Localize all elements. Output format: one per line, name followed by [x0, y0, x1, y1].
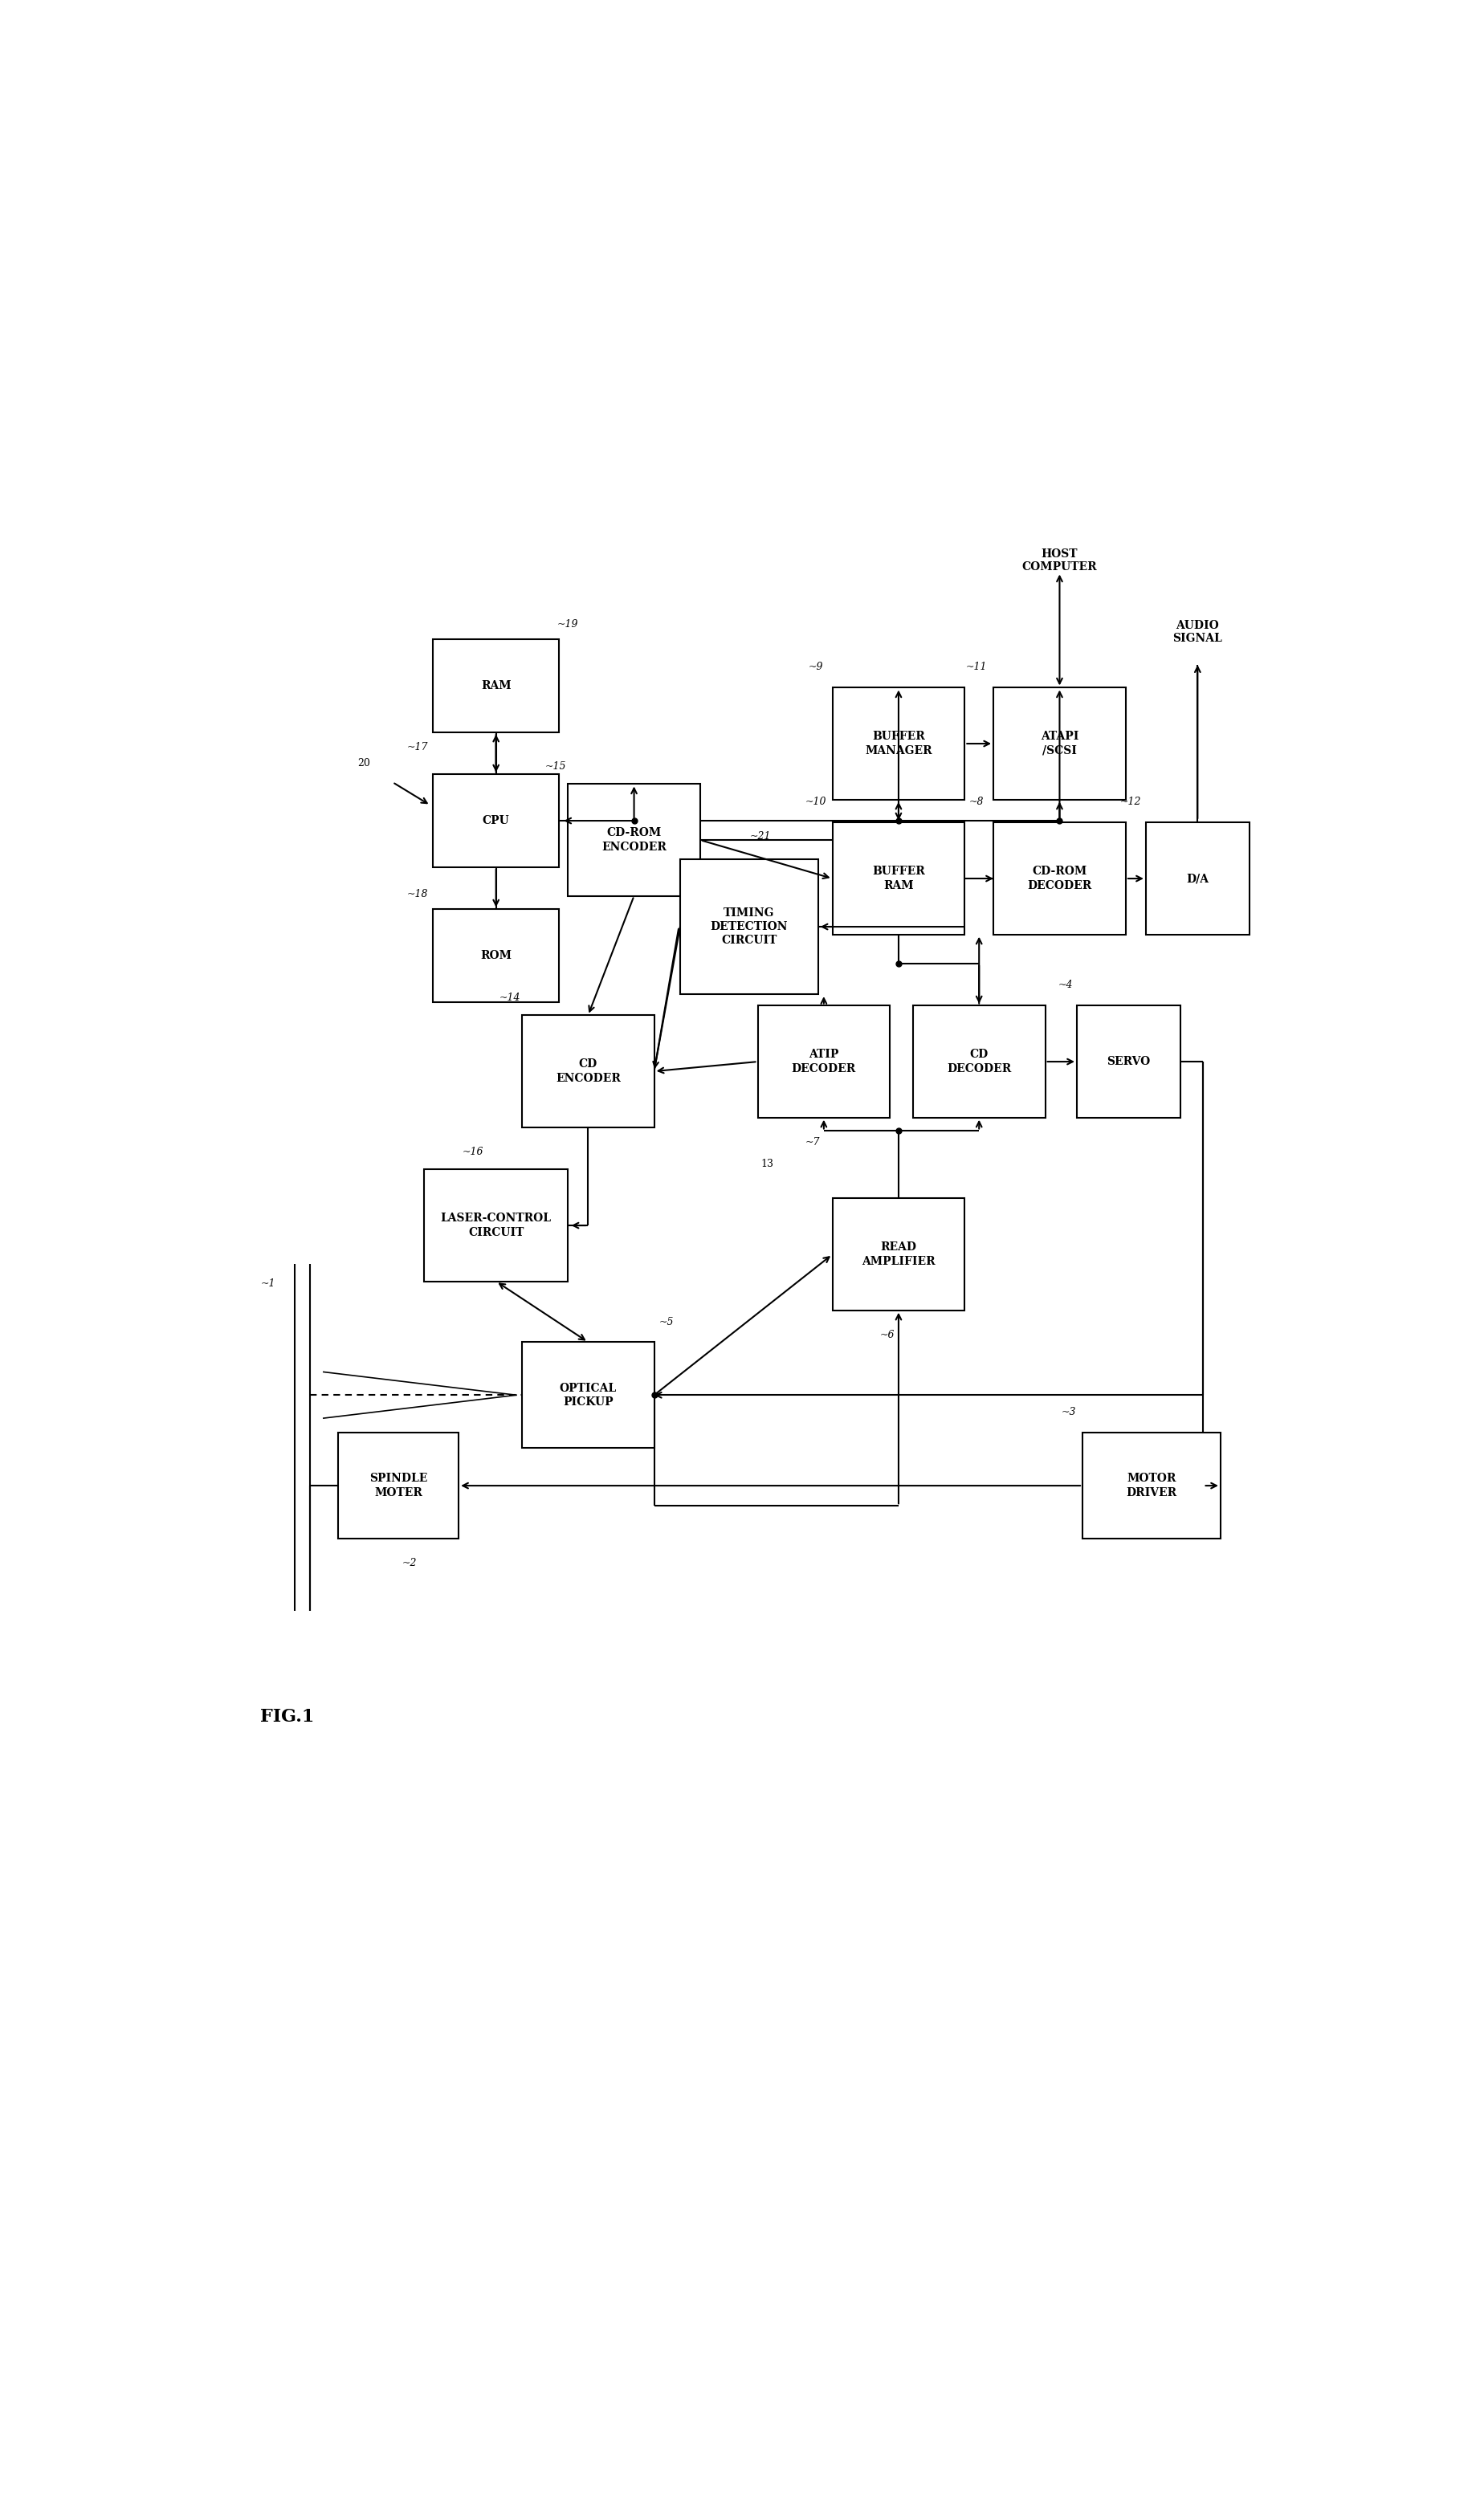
Text: CD-ROM
DECODER: CD-ROM DECODER [1027, 866, 1092, 891]
Bar [833, 688, 965, 798]
Text: AUDIO
SIGNAL: AUDIO SIGNAL [1172, 621, 1223, 643]
Bar [338, 1432, 459, 1539]
Text: LASER-CONTROL
CIRCUIT: LASER-CONTROL CIRCUIT [441, 1214, 552, 1239]
Text: ~17: ~17 [407, 743, 429, 753]
Text: ~21: ~21 [749, 831, 772, 841]
Bar [433, 773, 559, 866]
Bar [1146, 823, 1250, 934]
Text: HOST
COMPUTER: HOST COMPUTER [1022, 548, 1097, 573]
Text: BUFFER
MANAGER: BUFFER MANAGER [865, 731, 932, 756]
Bar [433, 909, 559, 1001]
Text: SERVO: SERVO [1107, 1056, 1150, 1066]
Text: ROM: ROM [481, 951, 512, 961]
Bar [993, 688, 1126, 798]
Bar [522, 1342, 654, 1449]
Text: CD-ROM
ENCODER: CD-ROM ENCODER [601, 828, 666, 854]
Text: SPINDLE
MOTER: SPINDLE MOTER [370, 1474, 427, 1499]
Bar [424, 1169, 568, 1282]
Bar [1083, 1432, 1220, 1539]
Text: ~10: ~10 [806, 796, 827, 806]
Bar [568, 783, 700, 896]
Text: ~16: ~16 [463, 1146, 484, 1156]
Text: ~1: ~1 [261, 1279, 276, 1289]
Text: OPTICAL
PICKUP: OPTICAL PICKUP [559, 1382, 616, 1407]
Text: CPU: CPU [482, 816, 509, 826]
Text: ~4: ~4 [1058, 979, 1073, 989]
Text: D/A: D/A [1186, 874, 1209, 884]
Text: FIG.1: FIG.1 [260, 1707, 315, 1725]
Bar [833, 823, 965, 934]
Bar [993, 823, 1126, 934]
Bar [522, 1016, 654, 1126]
Text: CD
ENCODER: CD ENCODER [555, 1059, 620, 1084]
Text: BUFFER
RAM: BUFFER RAM [873, 866, 925, 891]
Text: 20: 20 [358, 758, 370, 768]
Text: MOTOR
DRIVER: MOTOR DRIVER [1126, 1474, 1177, 1499]
Text: ~9: ~9 [809, 661, 824, 671]
Text: ~5: ~5 [659, 1317, 674, 1327]
Text: ~14: ~14 [499, 994, 521, 1004]
Text: TIMING
DETECTION
CIRCUIT: TIMING DETECTION CIRCUIT [711, 906, 788, 946]
Bar [680, 859, 818, 994]
Text: ~6: ~6 [880, 1329, 895, 1342]
Text: ~11: ~11 [966, 661, 987, 671]
Text: ~18: ~18 [407, 889, 429, 899]
Text: ~12: ~12 [1120, 796, 1141, 806]
Text: READ
AMPLIFIER: READ AMPLIFIER [862, 1241, 935, 1267]
Text: ~8: ~8 [969, 796, 984, 806]
Text: ~19: ~19 [556, 618, 577, 628]
Text: ATIP
DECODER: ATIP DECODER [791, 1049, 856, 1074]
Text: RAM: RAM [481, 681, 510, 691]
Text: 13: 13 [761, 1159, 773, 1169]
Text: ATAPI
/SCSI: ATAPI /SCSI [1040, 731, 1079, 756]
Text: ~15: ~15 [545, 761, 567, 771]
Text: ~7: ~7 [804, 1136, 819, 1149]
Bar [758, 1006, 890, 1116]
Text: ~2: ~2 [402, 1557, 417, 1567]
Bar [433, 641, 559, 731]
Text: CD
DECODER: CD DECODER [947, 1049, 1011, 1074]
Bar [1077, 1006, 1180, 1116]
Bar [913, 1006, 1045, 1116]
Text: ~3: ~3 [1061, 1407, 1076, 1417]
Bar [833, 1199, 965, 1309]
